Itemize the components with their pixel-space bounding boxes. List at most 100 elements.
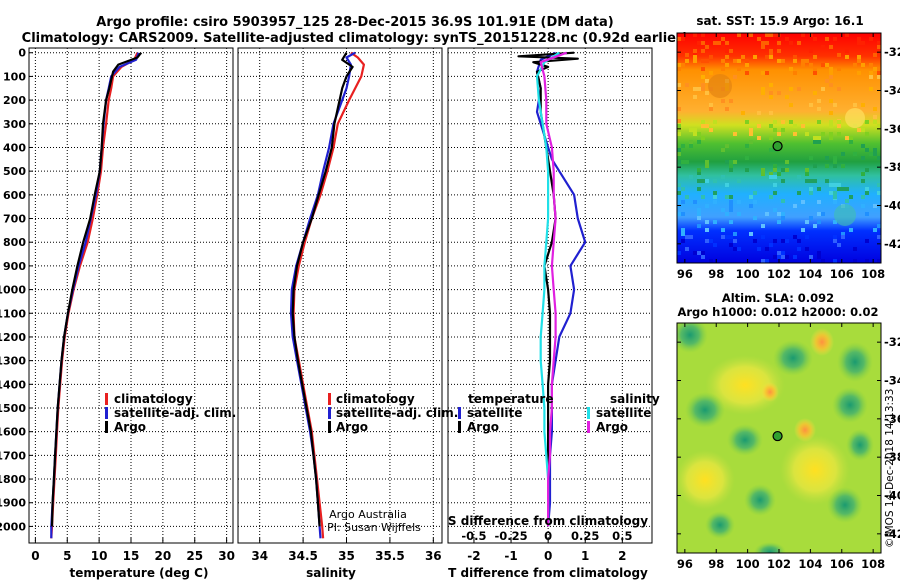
sst-pixel bbox=[725, 41, 729, 45]
salinity-x-ticks: 34 34.5 35 35.5 36 bbox=[251, 538, 442, 563]
sst-pixel bbox=[769, 55, 773, 59]
legend-clim-swatch bbox=[328, 393, 331, 405]
sst-pixel bbox=[745, 63, 749, 67]
series-line-satellite bbox=[289, 51, 356, 539]
sst-pixel bbox=[773, 255, 777, 259]
sst-pixel bbox=[677, 191, 681, 195]
sst-pixel bbox=[873, 148, 877, 152]
sst-pixel bbox=[817, 212, 821, 216]
sst-pixel bbox=[773, 191, 777, 195]
sst-pixel bbox=[733, 59, 737, 63]
lat-tick-label: -36 bbox=[884, 412, 900, 426]
depth-tick-label: 100 bbox=[3, 70, 26, 83]
sst-pixel bbox=[769, 91, 773, 95]
sst-pixel bbox=[813, 179, 817, 183]
sst-pixel bbox=[725, 235, 729, 239]
t-difference-x-ticks: -2 -1 0 1 2 bbox=[467, 538, 627, 563]
sst-pixel bbox=[809, 103, 813, 107]
sst-pixel bbox=[745, 71, 749, 75]
sst-pixel bbox=[729, 168, 733, 172]
sst-pixel bbox=[817, 255, 821, 259]
sst-pixel bbox=[797, 41, 801, 45]
sst-pixel bbox=[773, 208, 777, 212]
lon-tick-label: 106 bbox=[830, 557, 854, 571]
s-diff-tick-label: -0.5 bbox=[461, 529, 486, 543]
sst-pixel bbox=[677, 148, 681, 152]
sst-pixel bbox=[793, 59, 797, 63]
sst-pixel bbox=[729, 195, 733, 199]
sst-pixel bbox=[733, 75, 737, 79]
sst-pixel bbox=[685, 83, 689, 87]
sst-pixel bbox=[705, 124, 709, 128]
sst-pixel bbox=[685, 59, 689, 63]
title-line-1: Argo profile: csiro 5903957_125 28-Dec-2… bbox=[96, 15, 613, 30]
depth-tick-label: 700 bbox=[3, 213, 26, 226]
sst-pixel bbox=[829, 136, 833, 140]
sst-map-title: sat. SST: 15.9 Argo: 16.1 bbox=[696, 14, 863, 28]
sst-pixel bbox=[809, 179, 813, 183]
sst-pixel bbox=[701, 49, 705, 53]
sst-pixel bbox=[845, 199, 849, 203]
x-tick-label: 0 bbox=[31, 549, 39, 563]
sst-pixel bbox=[841, 152, 845, 156]
lon-tick-label: 100 bbox=[736, 267, 760, 281]
sst-pixel bbox=[697, 172, 701, 176]
sst-pixel bbox=[705, 164, 709, 168]
temperature-series bbox=[50, 52, 143, 539]
sst-pixel bbox=[737, 179, 741, 183]
sst-pixel bbox=[725, 63, 729, 67]
sst-pixel bbox=[677, 107, 681, 111]
sst-pixel bbox=[701, 124, 705, 128]
sst-pixel bbox=[693, 128, 697, 132]
argo-australia-credit: Argo Australia bbox=[329, 508, 407, 521]
sst-pixel bbox=[729, 160, 733, 164]
sst-pixel bbox=[709, 103, 713, 107]
sst-pixel bbox=[729, 220, 733, 224]
sst-pixel bbox=[817, 140, 821, 144]
sst-pixel bbox=[729, 99, 733, 103]
sst-pixel bbox=[817, 107, 821, 111]
sst-pixel bbox=[757, 37, 761, 41]
sst-pixel bbox=[701, 75, 705, 79]
sst-pixel bbox=[733, 232, 737, 236]
sst-pixel bbox=[869, 71, 873, 75]
sst-pixel bbox=[805, 168, 809, 172]
sst-pixel bbox=[817, 120, 821, 124]
lat-tick-label: -42 bbox=[884, 527, 900, 541]
sst-pixel bbox=[697, 208, 701, 212]
s-diff-tick-label: 0 bbox=[544, 529, 552, 543]
sst-pixel bbox=[745, 168, 749, 172]
sst-pixel bbox=[817, 99, 821, 103]
sst-pixel bbox=[785, 168, 789, 172]
sst-pixel bbox=[725, 212, 729, 216]
lon-tick-label: 104 bbox=[798, 557, 822, 571]
sst-pixel bbox=[781, 212, 785, 216]
sst-pixel bbox=[697, 212, 701, 216]
sst-pixel bbox=[681, 144, 685, 148]
salinity-x-label: salinity bbox=[306, 566, 356, 580]
sst-pixel bbox=[705, 220, 709, 224]
x-tick-label: 34 bbox=[251, 549, 268, 563]
sst-pixel bbox=[741, 111, 745, 115]
sst-pixel bbox=[685, 53, 689, 57]
sla-low bbox=[827, 487, 863, 523]
legend-sat-label: satellite-adj. clim. bbox=[114, 406, 236, 420]
sst-pixel bbox=[825, 164, 829, 168]
sst-pixel bbox=[705, 91, 709, 95]
sst-pixel bbox=[705, 45, 709, 49]
sst-pixel bbox=[809, 33, 813, 37]
sst-pixel bbox=[829, 132, 833, 136]
sst-pixel bbox=[861, 144, 865, 148]
sst-pixel bbox=[873, 67, 877, 71]
sla-low bbox=[744, 484, 776, 516]
sst-pixel bbox=[813, 91, 817, 95]
sst-pixel bbox=[869, 87, 873, 91]
sst-pixel bbox=[773, 239, 777, 243]
sst-pixel bbox=[677, 67, 681, 71]
sst-pixel bbox=[677, 119, 681, 123]
sst-pixel bbox=[857, 37, 861, 41]
sst-pixel bbox=[865, 120, 869, 124]
legend-sal-argo-swatch bbox=[587, 421, 590, 433]
sst-pixel bbox=[761, 91, 765, 95]
sst-pixel bbox=[773, 175, 777, 179]
